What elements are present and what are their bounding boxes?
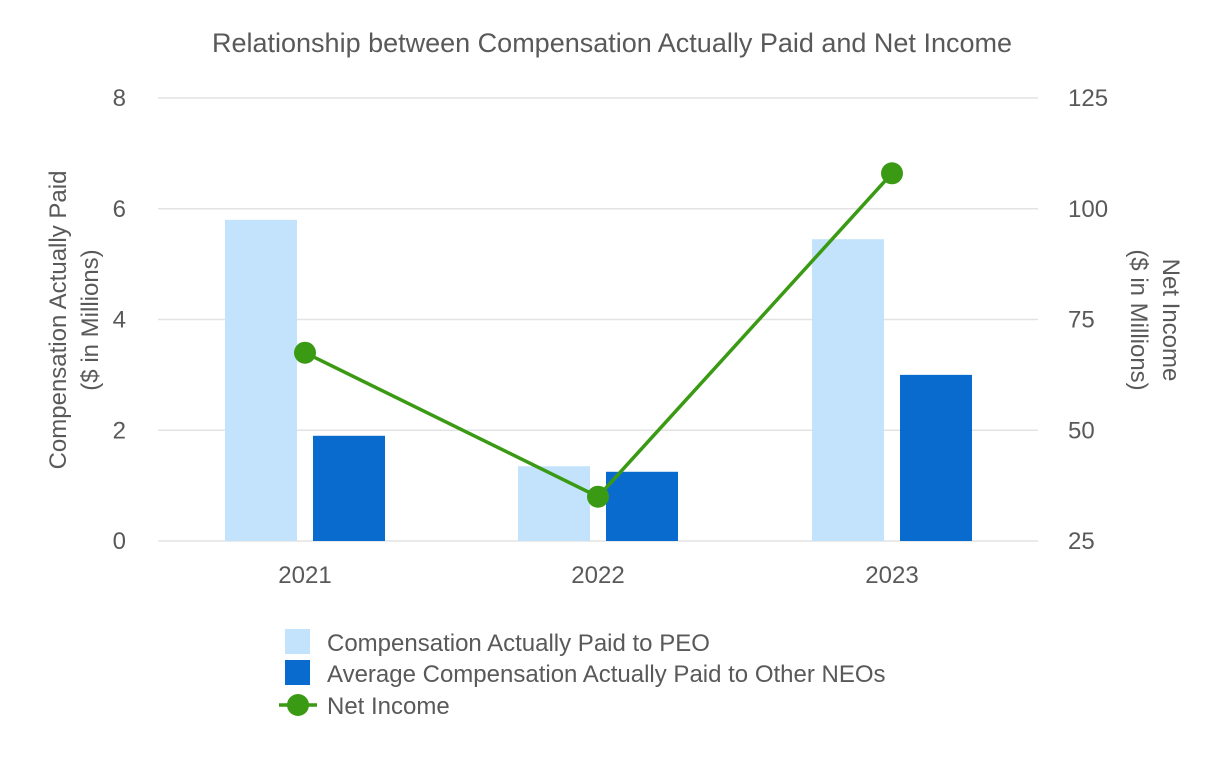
right-axis-tick-label: 75 <box>1068 307 1095 334</box>
legend: Compensation Actually Paid to PEO Average… <box>279 629 886 720</box>
x-axis-tick-label: 2022 <box>571 562 624 589</box>
left-axis-title: Compensation Actually Paid ($ in Millions… <box>45 171 104 470</box>
net-income-line <box>304 172 894 499</box>
gridlines <box>158 97 1038 542</box>
right-axis-title: Net Income($ in Millions) <box>1125 249 1184 390</box>
right-axis-title-line1: Net Income <box>1157 259 1184 382</box>
axes: 0 2 4 6 8 25 50 75 100 125 2021 2022 2023 Compensatio… <box>45 85 1184 589</box>
net-income-point-2021 <box>294 341 316 364</box>
right-axis-tick-label: 25 <box>1068 528 1095 555</box>
bar-series <box>225 219 972 542</box>
right-axis-tick-label: 100 <box>1068 196 1108 223</box>
right-axis-tick-label: 125 <box>1068 85 1108 112</box>
net-income-point-2023 <box>881 162 903 185</box>
legend-swatch-other-neos <box>285 660 310 685</box>
legend-marker-net-income <box>287 694 309 716</box>
left-axis-tick-label: 8 <box>113 85 126 112</box>
left-axis-tick-label: 2 <box>113 417 126 444</box>
net-income-point-2022 <box>587 485 609 508</box>
left-axis-tick-label: 6 <box>113 196 126 223</box>
x-axis-tick-label: 2021 <box>278 562 331 589</box>
left-axis-tick-label: 4 <box>113 307 126 334</box>
left-axis-title-line2: ($ in Millions) <box>77 249 104 390</box>
bar-other-neos-2023 <box>900 374 972 541</box>
bar-peo-2022 <box>518 466 590 541</box>
legend-swatch-peo <box>285 629 310 654</box>
bar-peo-2023 <box>812 239 884 542</box>
legend-label: Average Compensation Actually Paid to Ot… <box>327 661 886 688</box>
legend-label: Net Income <box>327 693 450 720</box>
left-axis-tick-label: 0 <box>113 528 126 555</box>
right-axis-tick-label: 50 <box>1068 417 1095 444</box>
bar-peo-2021 <box>225 219 297 541</box>
chart-title: Relationship between Compensation Actual… <box>212 28 1012 58</box>
left-axis-title-line1: Compensation Actually Paid <box>45 171 72 470</box>
net-income-line-series <box>294 162 903 508</box>
legend-label: Compensation Actually Paid to PEO <box>327 630 710 657</box>
bar-other-neos-2022 <box>606 471 678 541</box>
right-axis-title-line2: ($ in Millions) <box>1125 249 1152 390</box>
x-axis-tick-label: 2023 <box>865 562 918 589</box>
bar-other-neos-2021 <box>313 435 385 541</box>
